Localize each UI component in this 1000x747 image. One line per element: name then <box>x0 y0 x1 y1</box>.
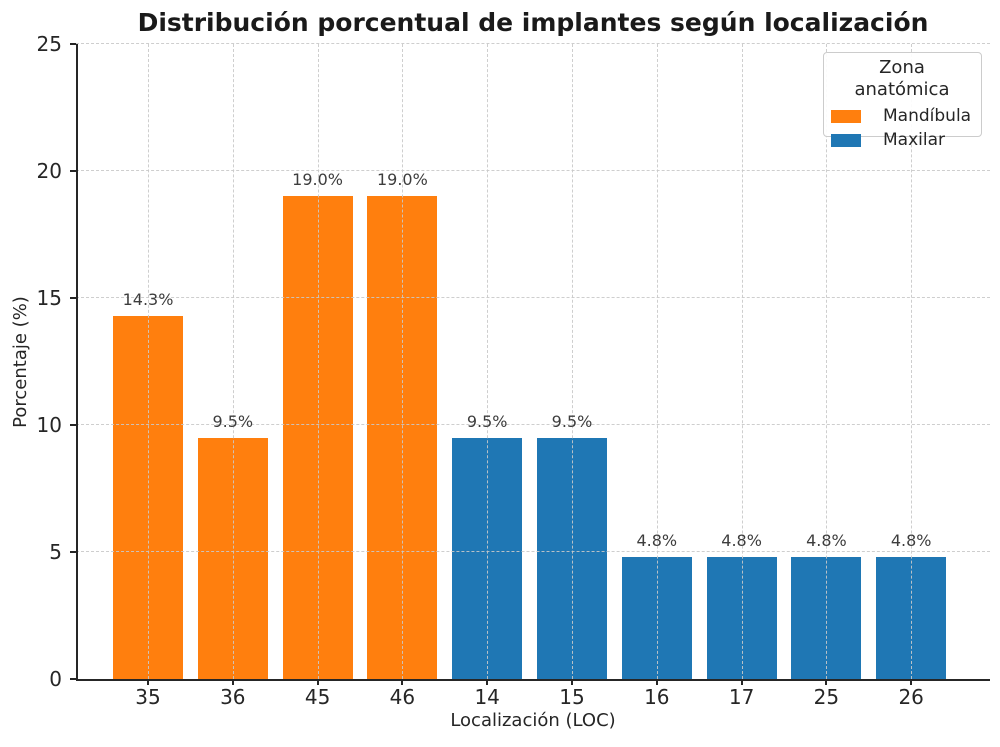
y-axis-spine <box>76 44 78 679</box>
bar-value-label: 14.3% <box>122 289 174 309</box>
x-tick-mark <box>740 679 743 685</box>
grid-line-horizontal <box>76 170 990 171</box>
grid-line-vertical <box>148 44 149 679</box>
x-tick-label: 15 <box>559 685 585 709</box>
y-axis-label: Porcentaje (%) <box>10 296 31 428</box>
grid-line-vertical <box>487 44 489 679</box>
y-tick-mark <box>70 678 76 680</box>
grid-line-horizontal <box>76 551 990 552</box>
bar-value-label: 4.8% <box>636 531 678 551</box>
chart-title: Distribución porcentual de implantes seg… <box>137 8 929 37</box>
x-tick-mark <box>147 679 149 685</box>
bar-value-label: 4.8% <box>721 531 762 551</box>
y-tick-mark <box>70 170 76 172</box>
grid-line-vertical <box>656 44 658 679</box>
legend-label-maxilar: Maxilar <box>883 130 945 150</box>
x-tick-mark <box>571 679 573 685</box>
y-tick-mark <box>70 297 76 299</box>
x-tick-mark <box>655 679 658 685</box>
legend-title: Zona anatómica <box>854 57 950 100</box>
legend-item-mandibula: Mandíbula <box>831 107 973 125</box>
y-tick-label: 20 <box>36 159 62 183</box>
x-axis-spine <box>76 679 990 681</box>
x-tick-label: 16 <box>644 685 670 709</box>
legend-swatch-maxilar <box>831 133 861 147</box>
legend-item-maxilar: Maxilar <box>831 131 973 149</box>
x-tick-mark <box>825 679 828 685</box>
bar-value-label: 9.5% <box>551 411 593 431</box>
x-tick-mark <box>316 679 319 685</box>
y-tick-label: 10 <box>36 413 62 437</box>
grid-line-horizontal <box>76 43 990 44</box>
y-tick-mark <box>70 43 76 45</box>
x-tick-label: 36 <box>220 685 246 709</box>
x-tick-mark <box>401 679 404 685</box>
x-tick-mark <box>910 679 913 685</box>
grid-line-vertical <box>911 44 913 679</box>
bar-value-label: 19.0% <box>292 170 344 190</box>
x-tick-mark <box>486 679 489 685</box>
legend: Zona anatómica Mandíbula Maxilar <box>823 52 982 149</box>
bar-value-label: 4.8% <box>806 531 847 551</box>
x-tick-mark <box>231 679 234 685</box>
grid-line-vertical <box>232 44 234 679</box>
x-tick-label: 26 <box>898 685 924 709</box>
grid-line-horizontal <box>76 424 990 425</box>
plot-area: 14.3% 9.5% 19.0% 19.0% 9.5% 9.5% 4.8% 4.8% 4.8% 4… <box>76 43 990 681</box>
x-tick-label: 14 <box>474 685 500 709</box>
bar-value-label: 19.0% <box>376 170 428 190</box>
y-tick-label: 25 <box>36 32 62 56</box>
bar-value-label: 4.8% <box>890 531 932 551</box>
x-tick-label: 17 <box>728 685 755 709</box>
grid-line-vertical <box>572 44 573 679</box>
grid-line-vertical <box>317 44 319 679</box>
x-tick-label: 25 <box>813 685 840 709</box>
grid-line-horizontal <box>76 297 990 298</box>
y-tick-label: 5 <box>49 540 62 564</box>
grid-line-vertical <box>402 44 404 679</box>
legend-swatch-mandibula <box>831 109 861 123</box>
grid-line-vertical <box>826 44 828 679</box>
y-tick-label: 15 <box>36 286 62 310</box>
x-axis-label: Localización (LOC) <box>450 710 616 731</box>
grid-line-vertical <box>741 44 743 679</box>
x-tick-label: 45 <box>304 685 331 709</box>
bar-value-label: 9.5% <box>466 411 508 431</box>
y-tick-mark <box>70 424 76 426</box>
bar-value-label: 9.5% <box>212 411 254 431</box>
y-tick-mark <box>70 551 76 553</box>
y-tick-label: 0 <box>49 667 62 691</box>
x-tick-label: 46 <box>389 685 416 709</box>
legend-label-mandibula: Mandíbula <box>883 106 972 126</box>
x-tick-label: 35 <box>135 685 161 709</box>
